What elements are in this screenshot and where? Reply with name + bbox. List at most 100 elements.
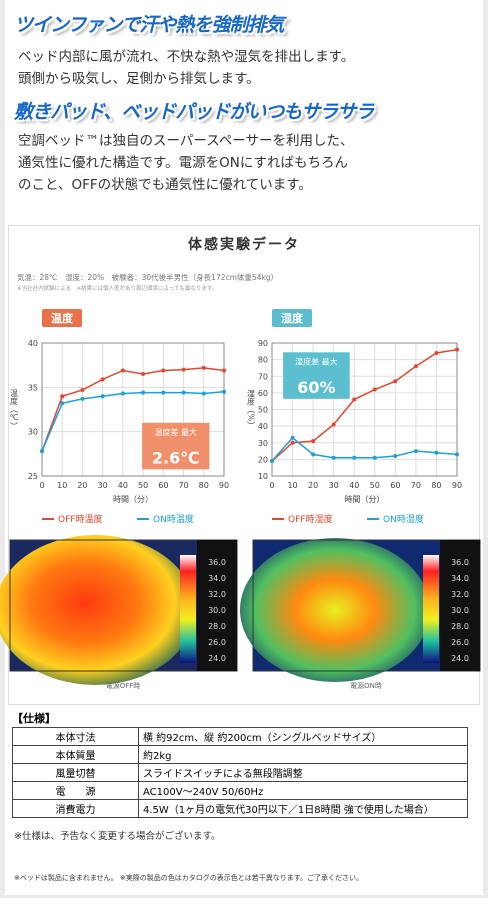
point xyxy=(434,350,439,355)
point xyxy=(331,455,336,460)
scale-bg xyxy=(440,540,480,671)
point xyxy=(393,454,398,459)
x-tick-label: 30 xyxy=(98,481,108,490)
heading: 敷きパッド、ベッドパッドがいつもサラサラ xyxy=(14,101,374,123)
spec-note: ※仕様は、予告なく変更する場合がございます。 xyxy=(14,831,221,842)
line: 空調ベッド™は独自のスーパースペーサーを利用した、 xyxy=(18,133,354,149)
scale-label: 30.0 xyxy=(451,606,469,615)
spec-table: 本体寸法横 約92cm、縦 約200cm（シングルベッドサイズ） 本体質量 約2kg… xyxy=(12,727,468,818)
thermal-blob xyxy=(240,538,430,682)
point xyxy=(372,387,377,392)
point xyxy=(120,391,125,396)
annotation-value: 60% xyxy=(297,378,335,397)
y-tick-label: 20 xyxy=(258,455,268,464)
x-tick-label: 40 xyxy=(349,481,359,490)
footer: ※ベッドは製品に含まれません。 ※実際の製品の色はカタログの表示色とは若干異なり… xyxy=(14,874,364,882)
point xyxy=(181,367,186,372)
scale-label: 28.0 xyxy=(451,622,469,631)
scale-label: 34.0 xyxy=(208,574,226,583)
x-axis-label: 時間（分） xyxy=(113,495,153,504)
y-tick-label: 90 xyxy=(258,339,268,348)
spec-value: 約2kg xyxy=(138,745,468,764)
thermal-images: 36.0 36.0 34.0 34.0 32.0 32.0 30.0 30.0 28.0 28.0… xyxy=(0,535,481,690)
legend-label: OFF時温度 xyxy=(58,513,102,525)
caption: 電源ON時 xyxy=(350,681,382,690)
scale-label: 32.0 xyxy=(208,590,226,599)
scale-bar xyxy=(423,555,439,663)
x-tick-label: 50 xyxy=(370,481,380,490)
spec-value: AC100V〜240V 50/60Hz xyxy=(138,781,468,800)
panel-note: ※当社社内試験による ※結果には個人差があり周辺環境によっても異なります。 xyxy=(17,286,218,292)
scale-label: 26.0 xyxy=(208,638,226,647)
scale-bg xyxy=(197,540,237,671)
x-tick-label: 70 xyxy=(178,481,188,490)
scale-label: 36.0 xyxy=(208,558,226,567)
spec-key: 風量切替 xyxy=(12,763,139,782)
point xyxy=(80,396,85,401)
point xyxy=(413,364,418,369)
heading: ツインファンで汗や熱を強制排気 xyxy=(14,14,284,36)
spec-key: 電 源 xyxy=(12,781,139,800)
x-tick-label: 0 xyxy=(39,481,44,490)
x-tick-label: 90 xyxy=(219,481,229,490)
line: 頭側から吸気し、足側から排気します。 xyxy=(18,71,260,87)
x-tick-label: 0 xyxy=(269,481,274,490)
point xyxy=(393,379,398,384)
point xyxy=(352,397,357,402)
x-tick-label: 30 xyxy=(329,481,339,490)
chart-title: 温度 xyxy=(51,311,74,325)
y-tick-label: 10 xyxy=(258,472,268,481)
y-tick-label: 30 xyxy=(258,439,268,448)
point xyxy=(352,455,357,460)
point xyxy=(40,449,44,454)
plot-frame xyxy=(271,342,458,477)
thermal-blob xyxy=(0,535,195,685)
point xyxy=(331,422,336,427)
point xyxy=(372,455,377,460)
series-line xyxy=(41,391,225,452)
annotation-box xyxy=(142,422,210,470)
spec-value: スライドスイッチによる無段階調整 xyxy=(138,763,468,782)
point xyxy=(413,449,418,454)
x-tick-label: 60 xyxy=(158,481,168,490)
y-tick-label: 40 xyxy=(258,422,268,431)
spec-key: 消費電力 xyxy=(12,799,139,818)
title-badge xyxy=(42,309,82,327)
line: 通気性に優れた構造です。電源をONにすればもちろん xyxy=(18,155,349,171)
plot-frame xyxy=(41,342,225,477)
series-line xyxy=(271,348,458,462)
y-tick-label: 80 xyxy=(258,356,268,365)
x-tick-label: 70 xyxy=(411,481,421,490)
spec-row: 電 源 AC100V〜240V 50/60Hz xyxy=(12,781,468,800)
point xyxy=(120,368,125,373)
x-tick-label: 10 xyxy=(287,481,297,490)
annotation-value: 2.6℃ xyxy=(152,448,200,467)
paragraph: 空調ベッド™は独自のスーパースペーサーを利用した、 通気性に優れた構造です。電源を… xyxy=(18,130,353,196)
y-tick-label: 35 xyxy=(28,383,38,392)
point xyxy=(60,394,65,399)
scale-label: 28.0 xyxy=(208,622,226,631)
x-tick-label: 50 xyxy=(138,481,148,490)
legend-label: ON時湿度 xyxy=(383,513,424,525)
spec-value: 4.5W（1ヶ月の電気代30円以下／1日8時間 強で使用した場合） xyxy=(138,799,468,818)
x-tick-label: 90 xyxy=(452,481,462,490)
chart: 温度 25 30 35 40 0 10 20 30 40 50 60 70 80 90 時間（分） 温度（℃） 温… xyxy=(9,309,229,525)
line: ベッド内部に風が流れ、不快な熱や湿気を排出します。 xyxy=(18,49,355,65)
spec-row: 消費電力 4.5W（1ヶ月の電気代30円以下／1日8時間 強で使用した場合） xyxy=(12,799,468,818)
scale-label: 36.0 xyxy=(451,558,469,567)
panel-title: 体感実験データ xyxy=(188,237,300,253)
y-axis-label: 湿度（%） xyxy=(247,390,256,430)
caption: 電源OFF時 xyxy=(106,681,141,690)
spec-row: 本体寸法横 約92cm、縦 約200cm（シングルベッドサイズ） xyxy=(12,727,468,746)
point xyxy=(60,401,65,406)
point xyxy=(290,440,295,445)
point xyxy=(201,365,206,370)
paragraph: ベッド内部に風が流れ、不快な熱や湿気を排出します。 頭側から吸気し、足側から排気し… xyxy=(18,46,354,90)
spec-heading: 【仕様】 xyxy=(12,712,56,725)
x-axis-label: 時間（分） xyxy=(345,495,385,504)
scale-label: 34.0 xyxy=(451,574,469,583)
line: のこと、OFFの状態でも通気性に優れています。 xyxy=(18,177,312,193)
point xyxy=(455,347,459,352)
